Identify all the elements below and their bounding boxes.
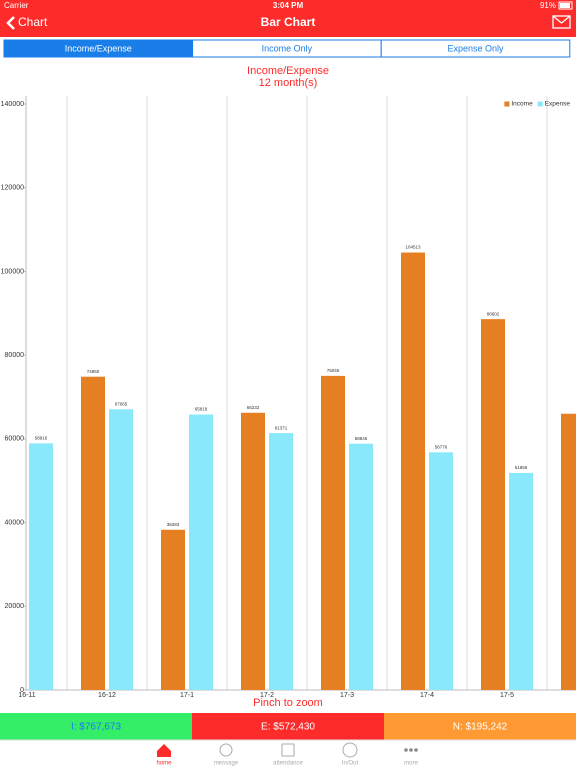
legend-swatch: [537, 101, 543, 107]
bar: [161, 529, 185, 690]
segment[interactable]: Income Only: [192, 39, 382, 58]
battery-icon: [558, 1, 573, 10]
mail-icon: [552, 15, 571, 29]
y-tick-label: 100000: [1, 268, 24, 275]
y-tick-label: 140000: [1, 101, 24, 108]
bar: [561, 413, 576, 690]
bar: [401, 252, 425, 690]
tab[interactable]: home: [156, 744, 172, 767]
bar: [241, 412, 265, 690]
back-button[interactable]: Chart: [6, 15, 48, 30]
tab-label: home: [156, 761, 172, 767]
chart-title: Income/Expense: [247, 65, 329, 77]
tab[interactable]: message: [214, 743, 239, 767]
value-label: 65818: [195, 407, 208, 412]
plot-area: 58916 74850 67065 38283 65818 66232 61371 75046…: [29, 245, 576, 690]
nav-title: Bar Chart: [261, 15, 316, 29]
bar: [321, 375, 345, 690]
summary-cell: [192, 713, 384, 740]
tab-icon: [409, 748, 413, 752]
legend-label: Expense: [545, 101, 571, 108]
legend-label: Income: [511, 101, 533, 108]
value-label: 88602: [487, 311, 500, 316]
x-tick-label: 17-4: [420, 692, 434, 699]
segment[interactable]: Income/Expense: [3, 39, 194, 58]
tab-label: attendance: [273, 761, 303, 767]
summary-text: E: $572,430: [261, 722, 315, 733]
mail-button[interactable]: [552, 15, 571, 29]
bar: [481, 319, 505, 690]
tab[interactable]: attendance: [273, 743, 304, 767]
value-label: 104513: [405, 245, 421, 250]
x-tick-label: 17-3: [340, 692, 354, 699]
y-tick-label: 60000: [5, 436, 25, 443]
chart-subtitle: 12 month(s): [259, 77, 318, 89]
bar: [349, 443, 373, 690]
y-tick-label: 0: [20, 687, 24, 694]
tab[interactable]: In/Out: [342, 742, 359, 767]
y-tick-label: 80000: [5, 352, 25, 359]
bar: [269, 433, 293, 690]
y-tick-label: 20000: [5, 603, 25, 610]
carrier: Carrier: [4, 1, 29, 10]
battery-level: [560, 3, 570, 8]
summary-cell: [0, 713, 192, 740]
bar: [429, 452, 453, 690]
nav-bar: [0, 0, 576, 37]
tab-label: In/Out: [342, 761, 359, 767]
summary-text: I: $767,673: [71, 722, 121, 733]
summary-cell: [384, 713, 576, 740]
tab[interactable]: more: [404, 748, 418, 767]
value-label: 56776: [435, 445, 448, 450]
time: 3:04 PM: [273, 1, 304, 10]
bar: [81, 376, 105, 690]
segment-label: Income Only: [262, 43, 313, 53]
tab-icon: [404, 748, 408, 752]
tab-icon: [219, 743, 233, 757]
bar: [189, 414, 213, 690]
x-tick-label: 17-1: [180, 692, 194, 699]
tab-label: more: [404, 761, 418, 767]
mail-flap: [552, 15, 571, 24]
value-label: 66232: [247, 405, 260, 410]
bar: [109, 409, 133, 690]
back-arrow: [6, 16, 15, 30]
tab-label: message: [214, 761, 239, 767]
x-tick-label: 16-12: [98, 692, 116, 699]
value-label: 67065: [115, 401, 128, 406]
battery: 91%: [540, 1, 556, 10]
tab-icon: [281, 743, 295, 757]
legend-swatch: [504, 101, 510, 107]
value-label: 58916: [35, 436, 48, 441]
y-tick-label: 120000: [1, 185, 24, 192]
segment-label: Expense Only: [447, 43, 504, 53]
value-label: 74850: [87, 369, 100, 374]
x-tick-label: 17-2: [260, 692, 274, 699]
summary-text: N: $195,242: [453, 722, 508, 733]
segment[interactable]: Expense Only: [380, 39, 571, 58]
tab-icon: [414, 748, 418, 752]
back-label: Chart: [18, 15, 48, 29]
segment-box: [380, 39, 571, 58]
tab-icon: [157, 744, 171, 757]
value-label: 61371: [275, 425, 288, 430]
x-tick-label: 17-5: [500, 692, 514, 699]
tab-icon: [342, 742, 358, 758]
value-label: 75046: [327, 368, 340, 373]
zoom-hint: Pinch to zoom: [253, 697, 323, 709]
value-label: 51855: [515, 465, 528, 470]
segment-label: Income/Expense: [65, 43, 132, 53]
x-tick-label: 16-11: [18, 692, 35, 699]
value-label: 38283: [167, 522, 180, 527]
bar: [29, 443, 53, 690]
value-label: 58846: [355, 436, 368, 441]
y-tick-label: 40000: [5, 519, 25, 526]
bar: [509, 472, 533, 690]
